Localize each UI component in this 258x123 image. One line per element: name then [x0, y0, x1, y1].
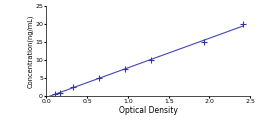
X-axis label: Optical Density: Optical Density — [119, 106, 178, 115]
Point — [149, 59, 154, 61]
Point — [53, 93, 57, 95]
Point — [71, 86, 75, 88]
Point — [97, 77, 101, 79]
Point — [241, 23, 245, 25]
Y-axis label: Concentration(ng/mL): Concentration(ng/mL) — [27, 14, 34, 88]
Point — [58, 92, 62, 94]
Point — [202, 41, 206, 43]
Point — [123, 68, 127, 70]
